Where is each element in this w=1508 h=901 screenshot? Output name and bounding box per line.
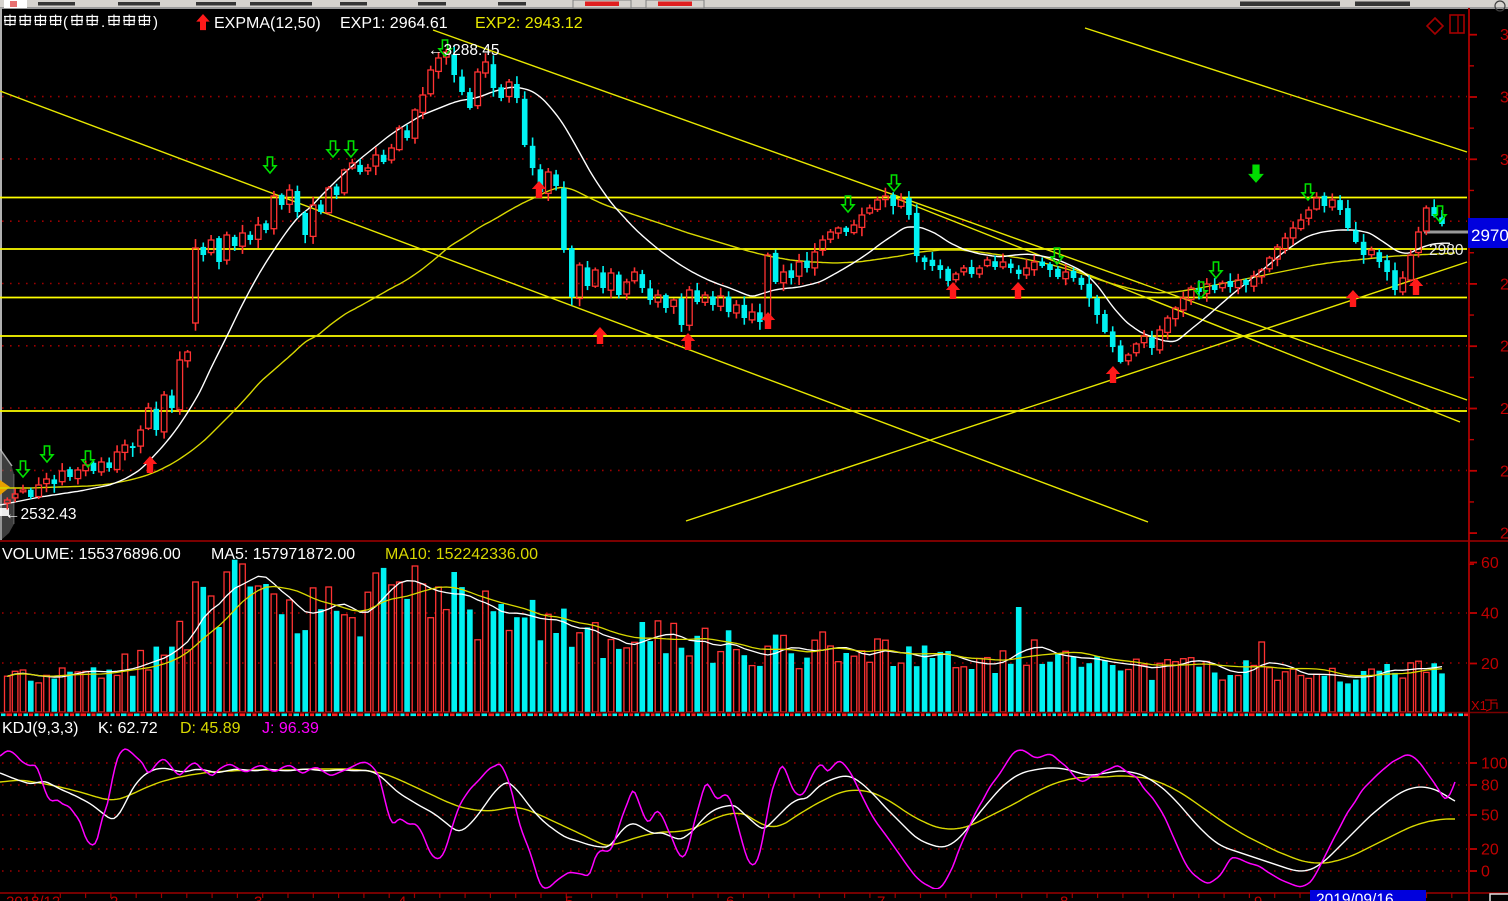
svg-text:←2532.43: ←2532.43 bbox=[5, 506, 77, 523]
svg-text:2970: 2970 bbox=[1471, 226, 1508, 245]
svg-text:3200: 3200 bbox=[1500, 90, 1508, 107]
svg-text:(: ( bbox=[63, 14, 68, 31]
svg-text:20: 20 bbox=[1481, 656, 1499, 673]
svg-text:50: 50 bbox=[1481, 808, 1499, 825]
svg-text:←3288.45: ←3288.45 bbox=[428, 42, 500, 59]
svg-text:X1: X1 bbox=[1471, 698, 1487, 713]
svg-text:2700: 2700 bbox=[1500, 401, 1508, 418]
svg-text:3100: 3100 bbox=[1500, 152, 1508, 169]
svg-text:2980: 2980 bbox=[1429, 242, 1464, 259]
svg-text:K: 62.72: K: 62.72 bbox=[98, 720, 158, 737]
svg-text:KDJ(9,3,3): KDJ(9,3,3) bbox=[2, 720, 78, 737]
svg-text:5: 5 bbox=[565, 894, 573, 901]
svg-text:7: 7 bbox=[877, 894, 885, 901]
svg-text:2600: 2600 bbox=[1500, 463, 1508, 480]
svg-text:9: 9 bbox=[1254, 894, 1262, 901]
svg-text:0: 0 bbox=[1481, 864, 1490, 881]
svg-text:): ) bbox=[153, 14, 158, 31]
svg-text:J: 96.39: J: 96.39 bbox=[262, 720, 319, 737]
svg-text:20: 20 bbox=[1481, 842, 1499, 859]
svg-text:2019/09/16: 2019/09/16 bbox=[1316, 892, 1394, 901]
svg-text:MA10: 152242336.00: MA10: 152242336.00 bbox=[385, 546, 538, 563]
svg-text:8: 8 bbox=[1060, 894, 1068, 901]
svg-text:60: 60 bbox=[1481, 555, 1499, 572]
svg-text:2800: 2800 bbox=[1500, 339, 1508, 356]
svg-text:VOLUME: 155376896.00: VOLUME: 155376896.00 bbox=[2, 546, 181, 563]
svg-text:EXP2: 2943.12: EXP2: 2943.12 bbox=[475, 15, 583, 32]
svg-text:D: 45.89: D: 45.89 bbox=[180, 720, 241, 737]
svg-text:40: 40 bbox=[1481, 606, 1499, 623]
svg-text:2: 2 bbox=[110, 894, 118, 901]
svg-text:4: 4 bbox=[398, 894, 406, 901]
svg-text:6: 6 bbox=[726, 894, 734, 901]
svg-text:3: 3 bbox=[254, 894, 262, 901]
svg-text:2900: 2900 bbox=[1500, 276, 1508, 293]
svg-text:80: 80 bbox=[1481, 778, 1499, 795]
svg-text:2500: 2500 bbox=[1500, 526, 1508, 543]
svg-text:EXP1: 2964.61: EXP1: 2964.61 bbox=[340, 15, 448, 32]
svg-text:3300: 3300 bbox=[1500, 27, 1508, 44]
svg-text:MA5: 157971872.00: MA5: 157971872.00 bbox=[211, 546, 355, 563]
svg-text:EXPMA(12,50): EXPMA(12,50) bbox=[214, 15, 321, 32]
svg-text:.: . bbox=[101, 14, 105, 31]
svg-text:100: 100 bbox=[1481, 756, 1508, 773]
svg-text:2018/12: 2018/12 bbox=[6, 894, 60, 901]
